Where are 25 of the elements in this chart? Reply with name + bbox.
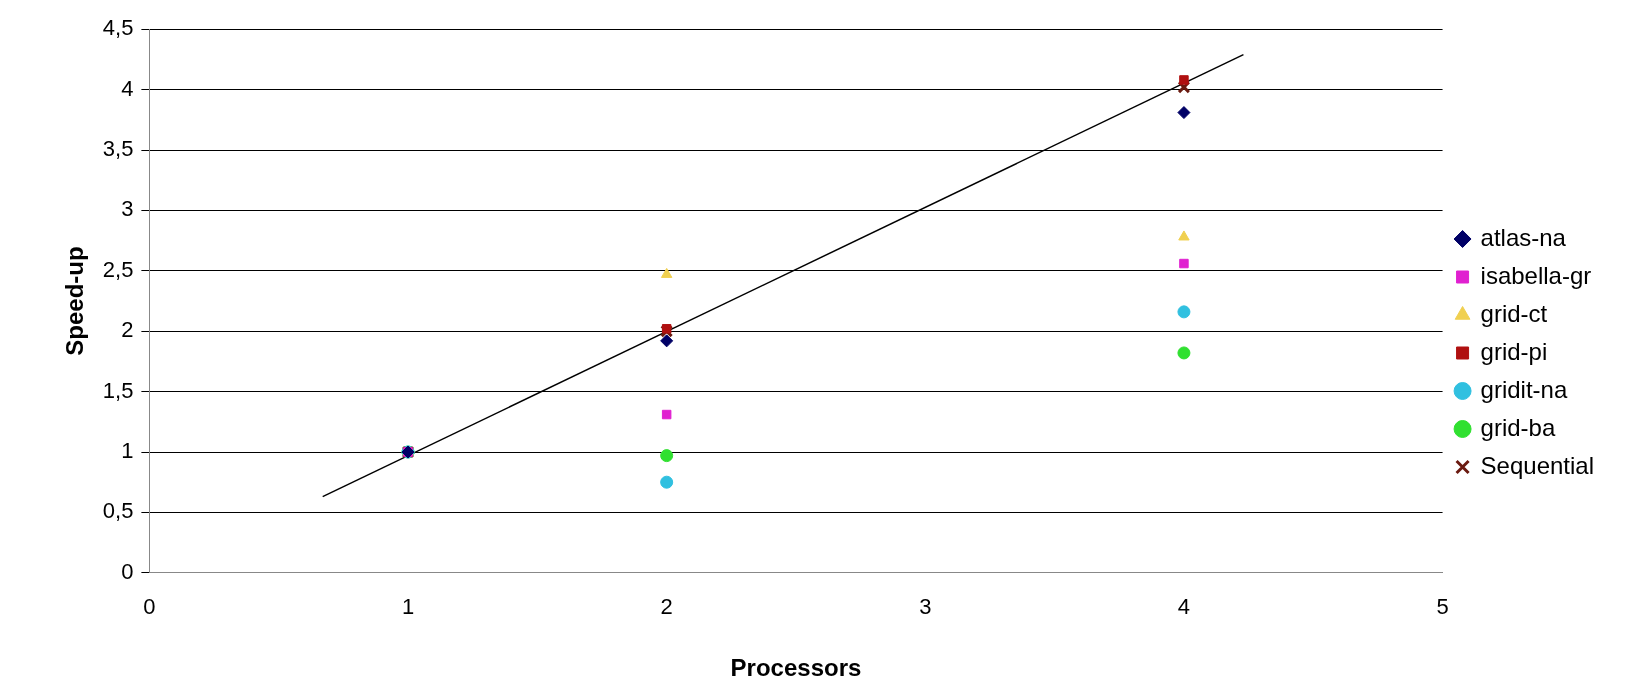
legend-label: isabella-gr bbox=[1480, 261, 1592, 289]
y-tick-label: 3 bbox=[121, 196, 134, 222]
y-tick-label: 2 bbox=[121, 317, 134, 343]
x-tick-label: 1 bbox=[401, 594, 415, 620]
y-tick-label: 1 bbox=[121, 438, 134, 464]
x-tick-label: 5 bbox=[1436, 594, 1449, 620]
legend-label: grid-pi bbox=[1480, 337, 1548, 365]
legend-label: grid-ba bbox=[1480, 413, 1556, 441]
y-tick-label: 0 bbox=[121, 558, 134, 584]
x-tick-label: 2 bbox=[660, 594, 673, 620]
y-axis-title: Speed-up bbox=[61, 246, 89, 356]
legend-label: atlas-na bbox=[1480, 223, 1567, 251]
legend-label: grid-ct bbox=[1480, 299, 1548, 327]
y-tick-label: 3,5 bbox=[102, 136, 134, 162]
x-tick-label: 3 bbox=[919, 594, 932, 620]
x-tick-label: 0 bbox=[143, 594, 156, 620]
y-tick-label: 4,5 bbox=[102, 15, 134, 41]
x-axis-title: Processors bbox=[730, 654, 862, 682]
x-tick-label: 4 bbox=[1177, 594, 1191, 620]
y-tick-label: 2,5 bbox=[102, 256, 134, 282]
legend-label: gridit-na bbox=[1480, 375, 1568, 403]
y-tick-label: 0,5 bbox=[102, 498, 134, 524]
legend-label: Sequential bbox=[1480, 451, 1595, 479]
y-tick-label: 1,5 bbox=[102, 377, 134, 403]
y-tick-label: 4 bbox=[121, 75, 134, 101]
